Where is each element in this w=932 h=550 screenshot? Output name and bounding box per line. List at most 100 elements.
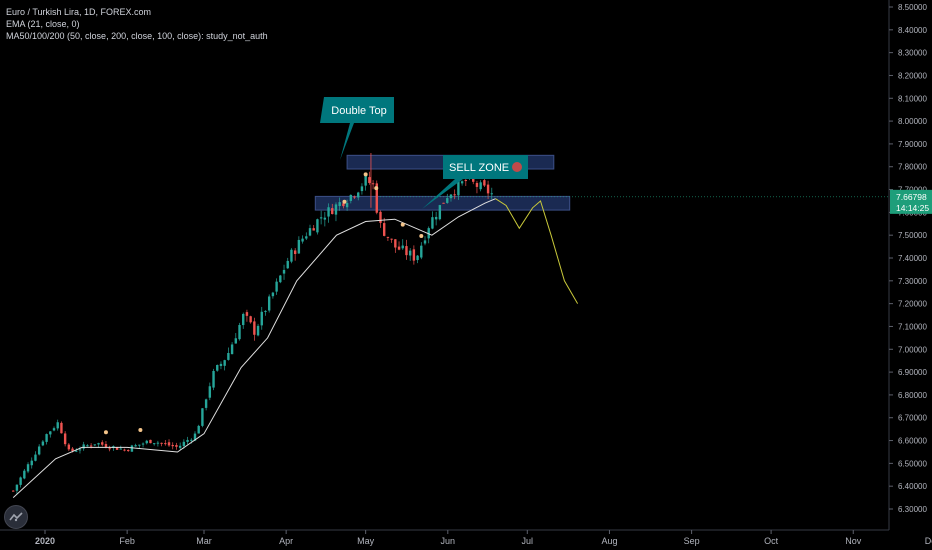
candle-body xyxy=(12,490,15,492)
candle-body xyxy=(334,204,338,215)
candle-body xyxy=(331,208,334,215)
chart-legend: Euro / Turkish Lira, 1D, FOREX.com EMA (… xyxy=(6,6,268,42)
y-tick-label: 7.20000 xyxy=(898,300,927,309)
candle-body xyxy=(223,360,226,366)
candle-body xyxy=(397,246,401,250)
candle-body xyxy=(423,240,427,244)
y-tick-label: 8.20000 xyxy=(898,71,927,80)
candle-body xyxy=(405,246,408,256)
candle-body xyxy=(212,370,215,388)
candle-body xyxy=(238,325,241,340)
candle-body xyxy=(301,238,304,242)
candle-body xyxy=(216,365,219,371)
candle-body xyxy=(371,183,375,185)
candle-body xyxy=(357,192,360,198)
candle-body xyxy=(78,449,82,451)
y-tick-label: 6.40000 xyxy=(898,482,927,491)
double-top-label: Double Top xyxy=(331,105,386,117)
candle-body xyxy=(279,275,282,283)
candle-body xyxy=(345,202,349,208)
y-tick-label: 8.50000 xyxy=(898,3,927,12)
candle-body xyxy=(201,408,204,426)
candle-body xyxy=(56,422,59,429)
candle-body xyxy=(490,193,493,195)
ema-indicator-label[interactable]: EMA (21, close, 0) xyxy=(6,19,80,29)
candle-body xyxy=(394,239,397,248)
candle-body xyxy=(182,441,186,447)
double-top-callout[interactable] xyxy=(320,97,394,160)
candle-body xyxy=(127,450,130,452)
candle-body xyxy=(383,223,386,236)
projection-path-line[interactable] xyxy=(495,198,579,304)
ema-line[interactable] xyxy=(12,198,496,498)
candle-body xyxy=(286,260,289,269)
candle-body xyxy=(245,312,249,316)
candle-body xyxy=(123,449,126,451)
candle-body xyxy=(178,445,182,448)
candle-body xyxy=(379,211,382,223)
candle-body xyxy=(130,445,134,452)
bar-countdown: 14:14:25 xyxy=(896,203,929,213)
candle-body xyxy=(408,250,412,256)
candle-body xyxy=(457,181,460,196)
last-price-badge[interactable] xyxy=(890,189,932,214)
bear-icon xyxy=(512,162,522,172)
y-tick-label: 7.30000 xyxy=(898,277,927,286)
candle-body xyxy=(86,445,89,447)
y-tick-label: 7.50000 xyxy=(898,231,927,240)
candle-body xyxy=(171,444,174,447)
x-tick-label: Sep xyxy=(684,536,700,546)
y-tick-label: 6.80000 xyxy=(898,391,927,400)
candle-body xyxy=(60,422,63,434)
candle-body xyxy=(305,236,308,239)
candle-body xyxy=(438,205,442,220)
candle-body xyxy=(446,198,449,203)
candle-body xyxy=(242,313,245,326)
pivot-marker xyxy=(342,199,347,204)
ma-indicator-label[interactable]: MA50/100/200 (50, close, 200, close, 100… xyxy=(6,31,268,41)
candle-body xyxy=(23,470,26,479)
x-tick-label: May xyxy=(357,536,375,546)
y-tick-label: 6.90000 xyxy=(898,368,927,377)
last-price-value: 7.66798 xyxy=(896,192,927,202)
candle-body xyxy=(145,440,148,444)
candle-body xyxy=(208,386,212,398)
candle-body xyxy=(308,228,312,236)
candle-body xyxy=(353,196,356,198)
candle-body xyxy=(267,296,271,311)
y-tick-label: 8.30000 xyxy=(898,49,927,58)
candle-body xyxy=(464,180,468,182)
candle-body xyxy=(401,245,404,249)
symbol-title[interactable]: Euro / Turkish Lira, 1D, FOREX.com xyxy=(6,7,152,17)
x-tick-label: Aug xyxy=(601,536,617,546)
candle-body xyxy=(141,443,145,445)
candle-body xyxy=(227,352,230,360)
candle-body xyxy=(475,182,479,187)
candle-body xyxy=(204,399,208,408)
candle-body xyxy=(234,338,237,344)
y-tick-label: 6.50000 xyxy=(898,459,927,468)
candle-body xyxy=(26,464,30,472)
pivot-marker xyxy=(363,172,368,177)
candle-body xyxy=(97,443,100,445)
tradingview-logo-icon[interactable] xyxy=(4,505,28,529)
candle-body xyxy=(15,484,19,491)
candle-body xyxy=(375,183,378,213)
sell-zone-callout[interactable] xyxy=(422,155,528,209)
candle-body xyxy=(167,442,171,446)
candle-body xyxy=(323,217,327,220)
candle-body xyxy=(249,316,252,323)
candle-body xyxy=(193,433,197,441)
candle-body xyxy=(368,177,371,183)
candle-body xyxy=(442,202,445,204)
candle-body xyxy=(67,444,71,450)
candle-body xyxy=(260,311,263,326)
candle-body xyxy=(164,443,167,445)
candle-body xyxy=(312,228,315,231)
candle-body xyxy=(93,444,97,446)
x-tick-label: Mar xyxy=(196,536,212,546)
pivot-marker xyxy=(374,186,379,191)
x-tick-label: Feb xyxy=(119,536,135,546)
candle-body xyxy=(316,219,319,233)
